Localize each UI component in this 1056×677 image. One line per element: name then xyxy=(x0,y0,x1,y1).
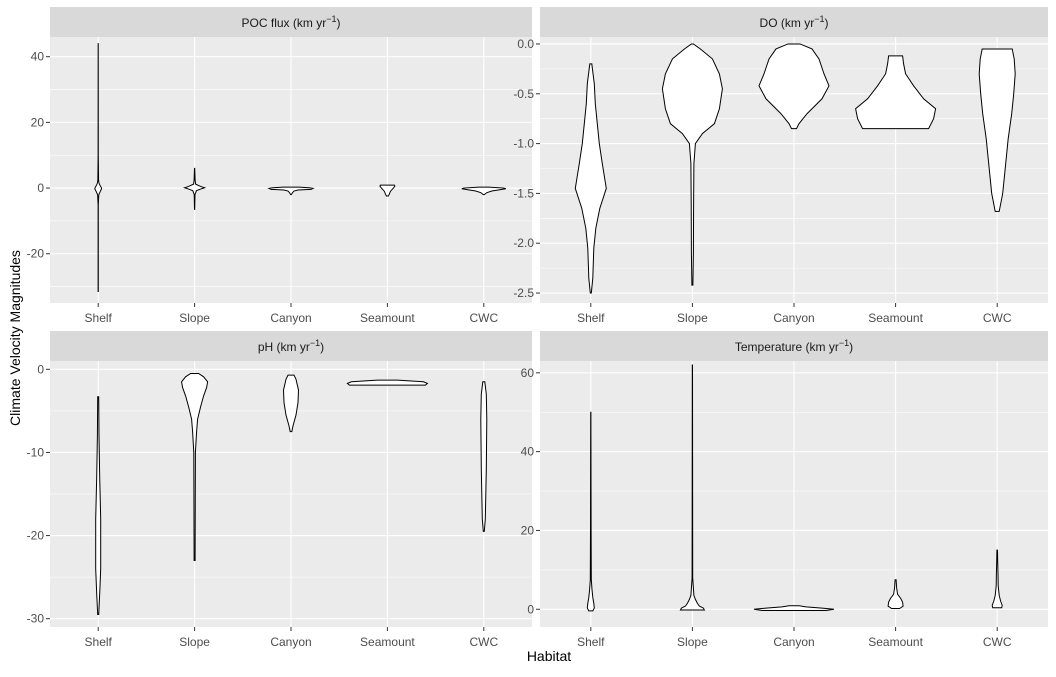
violin-slope xyxy=(182,167,207,210)
x-tick-label: Canyon xyxy=(773,311,814,325)
x-tick-label: Slope xyxy=(179,635,210,649)
facet-panel-1: POC flux (km yr−1) -20 0 20 40 Shelf Slope Cany… xyxy=(27,7,532,325)
x-tick-label: CWC xyxy=(469,635,498,649)
facet-strip xyxy=(50,331,532,361)
violin-cwc xyxy=(991,549,1003,609)
y-tick-label: 20 xyxy=(521,523,535,537)
y-tick-label: -30 xyxy=(27,612,45,626)
y-tick-label: -20 xyxy=(27,247,45,261)
x-tick-label: Shelf xyxy=(577,311,605,325)
facet-strip xyxy=(540,331,1048,361)
facet-title: pH (km yr−1) xyxy=(258,338,324,354)
x-tick-label: Seamount xyxy=(360,635,415,649)
facet-panel-2: DO (km yr−1) -2.5 -2.0 -1.5 -1.0 -0.5 0.0 Shelf… xyxy=(513,7,1048,325)
x-tick-label: CWC xyxy=(983,311,1012,325)
violin-shelf xyxy=(574,63,607,294)
x-tick-label: Canyon xyxy=(773,635,814,649)
y-tick-label: 0 xyxy=(37,362,44,376)
y-tick-label: -2.5 xyxy=(513,286,534,300)
violin-canyon xyxy=(758,43,830,130)
x-tick-label: Seamount xyxy=(868,635,923,649)
y-tick-label: 20 xyxy=(31,115,45,129)
violin-slope xyxy=(679,364,706,611)
violin-slope xyxy=(181,372,209,561)
x-tick-label: Slope xyxy=(677,311,708,325)
violin-seamount xyxy=(855,55,937,130)
violin-canyon xyxy=(267,186,315,196)
violin-seamount xyxy=(346,379,429,386)
violin-canyon xyxy=(282,374,300,433)
x-tick-label: CWC xyxy=(983,635,1012,649)
y-tick-label: 0.0 xyxy=(517,37,534,51)
facet-strip xyxy=(50,7,532,37)
violin-shelf xyxy=(95,396,102,616)
x-tick-label: Shelf xyxy=(85,311,113,325)
x-axis-title: Habitat xyxy=(527,648,571,664)
y-tick-label: 0 xyxy=(527,602,534,616)
y-tick-label: -20 xyxy=(27,529,45,543)
x-tick-label: Canyon xyxy=(270,311,311,325)
violin-shelf xyxy=(94,43,103,293)
violin-canyon xyxy=(753,605,835,611)
y-axis-title: Climate Velocity Magnitudes xyxy=(7,250,23,426)
violin-seamount xyxy=(379,184,396,197)
x-tick-label: Slope xyxy=(677,635,708,649)
y-tick-label: -0.5 xyxy=(513,87,534,101)
x-tick-label: Slope xyxy=(179,311,210,325)
y-tick-label: 60 xyxy=(521,366,535,380)
violin-slope xyxy=(661,43,723,286)
facet-title: POC flux (km yr−1) xyxy=(242,14,341,30)
x-tick-label: Canyon xyxy=(270,635,311,649)
violin-cwc xyxy=(480,381,488,532)
y-tick-label: 40 xyxy=(31,50,45,64)
violin-cwc xyxy=(461,186,506,196)
y-tick-label: -1.0 xyxy=(513,137,534,151)
y-tick-label: 0 xyxy=(37,181,44,195)
violin-shelf xyxy=(586,411,595,612)
violin-seamount xyxy=(887,579,904,609)
x-tick-label: Seamount xyxy=(360,311,415,325)
facet-strip xyxy=(540,7,1048,37)
violin-cwc xyxy=(978,48,1016,212)
y-tick-label: -2.0 xyxy=(513,236,534,250)
x-tick-label: Shelf xyxy=(577,635,605,649)
facet-title: DO (km yr−1) xyxy=(760,14,829,30)
y-tick-label: -1.5 xyxy=(513,186,534,200)
facet-title: Temperature (km yr−1) xyxy=(735,338,853,354)
x-tick-label: Seamount xyxy=(868,311,923,325)
facet-panel-3: pH (km yr−1) -30 -20 -10 0 Shelf Slope Canyon Se… xyxy=(27,331,532,649)
x-tick-label: Shelf xyxy=(85,635,113,649)
y-tick-label: -10 xyxy=(27,445,45,459)
y-tick-label: 40 xyxy=(521,445,535,459)
x-tick-label: CWC xyxy=(469,311,498,325)
facet-panel-4: Temperature (km yr−1) 0 20 40 60 Shelf Slope Ca… xyxy=(521,331,1048,649)
